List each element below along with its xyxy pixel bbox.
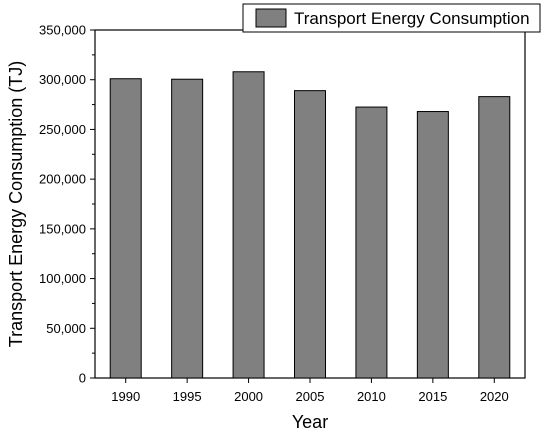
y-tick-label: 100,000 <box>39 271 86 286</box>
x-tick-label: 2015 <box>418 389 447 404</box>
x-tick-label: 2005 <box>296 389 325 404</box>
x-axis-title: Year <box>292 412 328 432</box>
legend: Transport Energy Consumption <box>242 3 541 33</box>
x-tick-label: 1990 <box>111 389 140 404</box>
y-tick-label: 300,000 <box>39 72 86 87</box>
legend-frame <box>242 3 541 33</box>
bar-2010 <box>355 106 388 379</box>
legend-label: Transport Energy Consumption <box>294 9 530 28</box>
legend-swatch <box>255 8 287 28</box>
bar-1995 <box>171 78 204 379</box>
y-tick-label: 50,000 <box>46 321 86 336</box>
y-tick-label: 350,000 <box>39 23 86 38</box>
x-tick-label: 1995 <box>173 389 202 404</box>
y-tick-label: 150,000 <box>39 221 86 236</box>
bar-2000 <box>232 71 265 379</box>
x-tick-label: 2010 <box>357 389 386 404</box>
y-tick-label: 0 <box>79 371 86 386</box>
x-tick-label: 2000 <box>234 389 263 404</box>
bar-1990 <box>109 78 142 379</box>
bars-group <box>109 71 511 379</box>
bar-2005 <box>294 90 326 379</box>
axes-group: 1990 1995 2000 2005 2010 2015 2020 0 50,000 100,0… <box>39 23 509 405</box>
y-axis-title: Transport Energy Consumption (TJ) <box>6 61 26 347</box>
bar-2015 <box>416 111 449 379</box>
y-tick-label: 250,000 <box>39 122 86 137</box>
bar-2020 <box>478 96 511 379</box>
y-tick-label: 200,000 <box>39 172 86 187</box>
x-tick-label: 2020 <box>480 389 509 404</box>
